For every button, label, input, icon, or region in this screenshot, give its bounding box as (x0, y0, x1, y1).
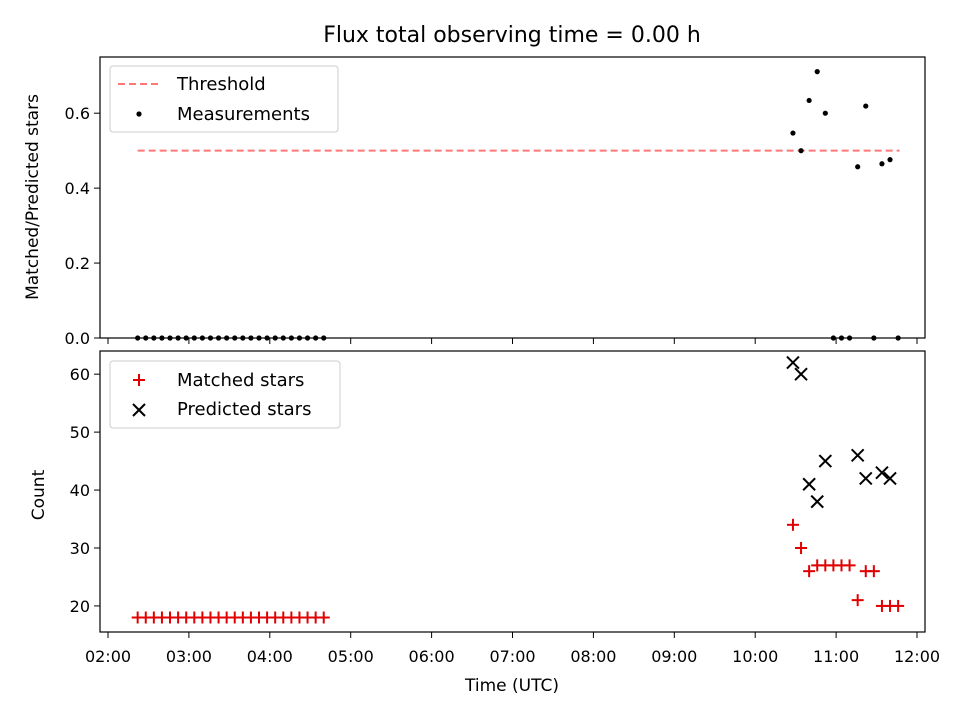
top-axes-frame (99, 56, 926, 339)
legend-predicted-swatch (132, 403, 146, 417)
y-tick-label: 50 (70, 423, 90, 442)
predicted-star-point (810, 494, 824, 509)
matched-star-point (851, 594, 864, 607)
predicted-star-point (818, 454, 833, 468)
measurement-point (814, 69, 820, 75)
top-legend: Threshold Measurements (109, 65, 339, 133)
bottom-legend: Matched stars Predicted stars (109, 360, 341, 429)
legend-matched-label: Matched stars (177, 370, 304, 391)
predicted-star-point (850, 448, 865, 462)
x-tick-label: 12:00 (894, 647, 940, 666)
top-y-axis-label: Matched/Predicted stars (23, 94, 43, 300)
bottom-data-marks (131, 355, 905, 624)
y-tick-label: 0.6 (65, 104, 90, 123)
x-tick-label: 09:00 (651, 647, 697, 666)
predicted-star-point (794, 367, 808, 381)
x-axis-label: Time (UTC) (464, 676, 559, 696)
bottom-panel: Count Time (UTC) 20 30 40 50 60 02:00 03:00 04:… (29, 350, 940, 696)
x-tick-label: 06:00 (409, 647, 455, 666)
measurement-point (863, 103, 869, 109)
matched-star-point (892, 599, 905, 612)
measurement-point (887, 157, 893, 163)
x-tick-label: 08:00 (570, 647, 616, 666)
x-tick-label: 07:00 (489, 647, 535, 666)
measurement-point (855, 164, 861, 170)
bottom-axes-frame (99, 350, 926, 633)
matched-star-point (803, 565, 816, 578)
predicted-star-point (875, 465, 889, 480)
matched-star-point (786, 518, 799, 531)
bottom-legend-box (109, 360, 341, 429)
y-tick-label: 30 (70, 539, 90, 558)
predicted-star-point (883, 471, 897, 486)
legend-measurements-label: Measurements (177, 104, 310, 125)
top-panel: Matched/Predicted stars 0.0 0.2 0.4 0.6 Thr… (23, 56, 926, 348)
measurement-point (879, 161, 885, 167)
matched-star-point (867, 565, 880, 578)
measurement-point (822, 110, 828, 116)
top-data-marks (135, 69, 901, 341)
y-tick-label: 0.2 (65, 254, 90, 273)
predicted-star-point (786, 355, 800, 370)
matched-star-point (317, 611, 330, 624)
top-axes-ticks: 0.0 0.2 0.4 0.6 (65, 104, 918, 348)
legend-matched-swatch (133, 374, 145, 386)
y-tick-label: 60 (70, 365, 90, 384)
top-legend-box (109, 65, 339, 133)
matched-star-point (795, 541, 808, 554)
x-tick-label: 03:00 (166, 647, 212, 666)
measurement-point (790, 130, 796, 136)
y-tick-label: 0.0 (65, 329, 90, 348)
predicted-star-point (859, 471, 873, 486)
bottom-axes-ticks: 20 30 40 50 60 02:00 03:00 04:00 05:00 06:00 07:00… (70, 365, 940, 666)
x-tick-label: 02:00 (85, 647, 131, 666)
y-tick-label: 20 (70, 597, 90, 616)
legend-predicted-label: Predicted stars (177, 399, 311, 420)
measurement-point (798, 148, 804, 154)
x-tick-label: 11:00 (813, 647, 859, 666)
bottom-y-axis-label: Count (29, 469, 49, 520)
legend-measurements-swatch (136, 111, 142, 117)
measurement-point (806, 97, 812, 104)
predicted-star-point (802, 477, 816, 491)
y-tick-label: 40 (70, 481, 90, 500)
matched-star-point (843, 559, 856, 572)
x-tick-label: 04:00 (247, 647, 293, 666)
legend-threshold-label: Threshold (176, 74, 266, 95)
chart-title: Flux total observing time = 0.00 h (323, 23, 701, 48)
y-tick-label: 0.4 (65, 179, 90, 198)
x-tick-label: 05:00 (328, 647, 374, 666)
x-tick-label: 10:00 (732, 647, 778, 666)
